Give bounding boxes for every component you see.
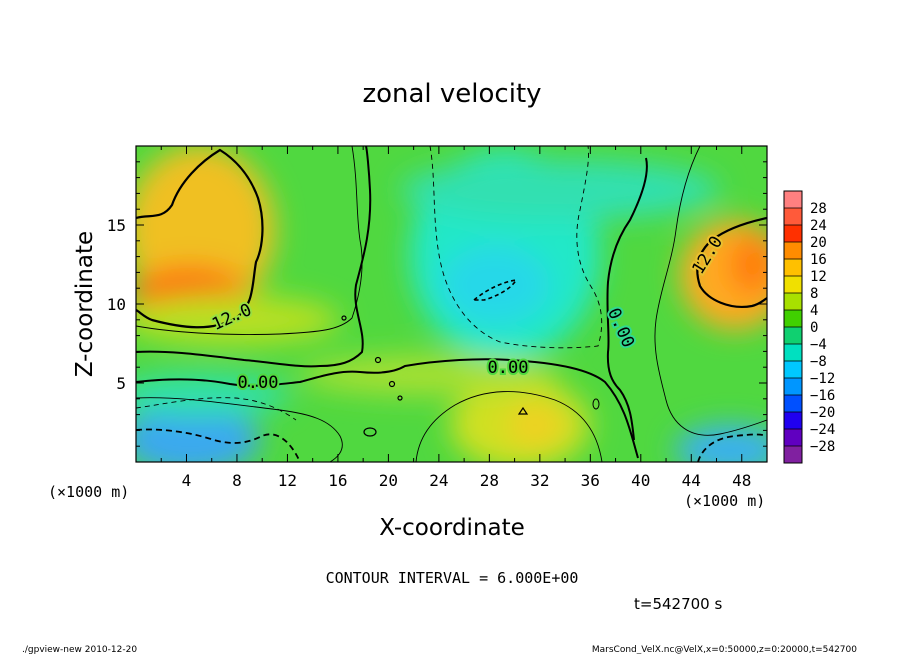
x-tick-label: 48 <box>732 471 751 490</box>
colorbar-label: −28 <box>810 439 835 455</box>
x-tick-label: 8 <box>232 471 242 490</box>
x-tick-label: 44 <box>682 471 701 490</box>
x-axis-title: X-coordinate <box>379 515 525 541</box>
chart-title: zonal velocity <box>362 79 541 109</box>
colorbar-swatch <box>784 225 802 243</box>
contour-interval-text: CONTOUR INTERVAL = 6.000E+00 <box>326 569 579 587</box>
contour-speck <box>341 315 347 321</box>
contour-12-right <box>696 216 767 308</box>
colorbar-label: 20 <box>810 235 827 251</box>
colorbar-swatch <box>784 378 802 396</box>
colorbar-swatch <box>784 242 802 260</box>
contour-dash-bottom-left <box>136 428 301 462</box>
contour-0-upper-left <box>136 146 372 368</box>
colorbar-swatch <box>784 395 802 413</box>
colorbar-label: −4 <box>810 337 827 353</box>
colorbar-label: −8 <box>810 354 827 370</box>
contour-dash-cold-outer <box>429 146 603 349</box>
x-tick-label: 28 <box>480 471 499 490</box>
contour-0-center <box>136 358 639 459</box>
colorbar-swatch <box>784 344 802 362</box>
colorbar-label: −12 <box>810 371 835 387</box>
colorbar-label: 28 <box>810 201 827 217</box>
field-warm-bottom-core <box>507 403 563 447</box>
contour-thin-left <box>136 146 363 335</box>
field-cold-upper-band <box>400 160 720 220</box>
y-axis: 5 10 15 <box>107 161 767 447</box>
colorbar-label: −16 <box>810 388 835 404</box>
field-warm-right-core <box>730 235 767 295</box>
contour-lines <box>136 146 767 462</box>
x-tick-label: 40 <box>631 471 650 490</box>
x-tick-label: 4 <box>182 471 192 490</box>
x-tick-label: 12 <box>278 471 297 490</box>
colorbar-swatch <box>784 293 802 311</box>
colorbar-swatch <box>784 361 802 379</box>
contour-thin-lower-left <box>136 397 343 462</box>
contour-thin-right <box>654 146 767 436</box>
contour-thin-bottom-bump <box>415 391 603 462</box>
x-tick-label: 36 <box>581 471 600 490</box>
colorbar-swatch <box>784 259 802 277</box>
colorbar-label: 24 <box>810 218 827 234</box>
field-band-middle <box>300 355 560 395</box>
colorbar-label: −24 <box>810 422 835 438</box>
colorbar-label: 4 <box>810 303 818 319</box>
contour-speck <box>517 406 529 415</box>
colorbar-swatch <box>784 429 802 447</box>
x-axis: 4 8 12 16 20 24 28 32 36 40 44 48 <box>160 146 751 490</box>
contour-label: 0.00 <box>238 373 279 393</box>
colorbar-swatch <box>784 446 802 464</box>
time-label: t=542700 s <box>634 595 722 613</box>
colorbar-swatch <box>784 191 802 209</box>
contour-dash-bottom-right <box>697 433 767 462</box>
colorbar-swatch <box>784 310 802 328</box>
y-tick-label: 15 <box>107 216 126 235</box>
contour-label: 0.00 <box>488 358 529 378</box>
contour-0-right <box>606 157 648 441</box>
colorbar-swatch <box>784 208 802 226</box>
x-unit-label-left: (×1000 m) <box>48 483 129 501</box>
contour-speck <box>388 380 396 388</box>
colorbar-label: 0 <box>810 320 818 336</box>
x-tick-label: 32 <box>530 471 549 490</box>
footer-right: MarsCond_VelX.nc@VelX,x=0:50000,z=0:2000… <box>592 645 857 654</box>
x-tick-label: 24 <box>429 471 448 490</box>
field-cold-bottom-left <box>136 405 260 462</box>
contour-speck <box>592 398 600 410</box>
colorbar-label: 12 <box>810 269 827 285</box>
contour-dash-cold-core <box>471 278 518 301</box>
x-tick-label: 16 <box>328 471 347 490</box>
plot-area: 12.0 0.00 0.00 0.00 12.0 <box>136 146 767 462</box>
y-tick-label: 5 <box>116 374 126 393</box>
contour-speck <box>363 427 377 437</box>
colorbar-label: 8 <box>810 286 818 302</box>
contour-lower-left-band <box>136 397 297 421</box>
colorbar-label: 16 <box>810 252 827 268</box>
field-cold-core <box>440 245 550 325</box>
colorbar-swatch <box>784 412 802 430</box>
x-tick-label: 20 <box>379 471 398 490</box>
contour-speck <box>397 395 403 401</box>
colorbar-swatch <box>784 276 802 294</box>
contour-speck <box>374 356 382 364</box>
colorbar-swatch <box>784 327 802 345</box>
colorbar-label: −20 <box>810 405 835 421</box>
y-tick-label: 10 <box>107 295 126 314</box>
footer-left: ./gpview-new 2010-12-20 <box>22 645 137 654</box>
contour-12-left <box>136 148 264 329</box>
x-unit-label-right: (×1000 m) <box>684 492 765 510</box>
y-axis-title: Z-coordinate <box>72 231 98 377</box>
